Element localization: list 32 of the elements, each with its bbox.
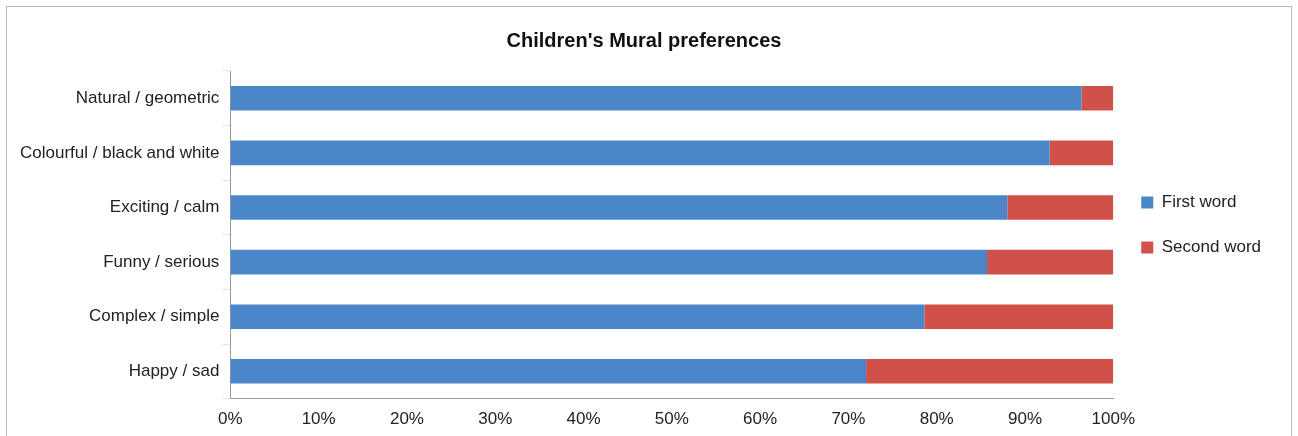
- bar: [230, 140, 1050, 166]
- y-tick-label: Happy / sad: [128, 360, 220, 380]
- x-tick-label: 60%: [743, 409, 778, 429]
- legend-label: Second word: [1161, 237, 1262, 257]
- bar: [1007, 195, 1114, 220]
- x-tick-label: 40%: [566, 409, 601, 429]
- x-tick-label: 100%: [1091, 409, 1136, 429]
- legend-label: First word: [1161, 192, 1237, 212]
- bar: [866, 359, 1114, 384]
- chart-title: Children's Mural preferences: [506, 28, 782, 51]
- x-tick-label: 20%: [389, 409, 424, 429]
- x-tick-label: 70%: [831, 409, 866, 429]
- y-tick-label: Exciting / calm: [109, 197, 220, 217]
- bar: [230, 359, 867, 384]
- y-tick-label: Natural / geometric: [75, 87, 220, 107]
- x-tick-label: 0%: [218, 409, 243, 429]
- x-tick-label: 80%: [919, 409, 954, 429]
- y-tick-label: Funny / serious: [103, 251, 220, 271]
- x-tick-label: 50%: [654, 409, 689, 429]
- bar: [230, 86, 1082, 111]
- bar: [1049, 140, 1114, 166]
- x-tick-label: 30%: [478, 409, 513, 429]
- bar: [987, 249, 1114, 275]
- bar: [924, 304, 1114, 329]
- bar: [230, 195, 1008, 220]
- bar: [1081, 86, 1114, 111]
- bar: [230, 304, 925, 329]
- bar: [230, 249, 988, 275]
- y-tick-label: Complex / simple: [89, 306, 220, 326]
- x-tick-label: 90%: [1007, 409, 1042, 429]
- x-tick-label: 10%: [301, 409, 336, 429]
- y-tick-label: Colourful / black and white: [19, 142, 220, 162]
